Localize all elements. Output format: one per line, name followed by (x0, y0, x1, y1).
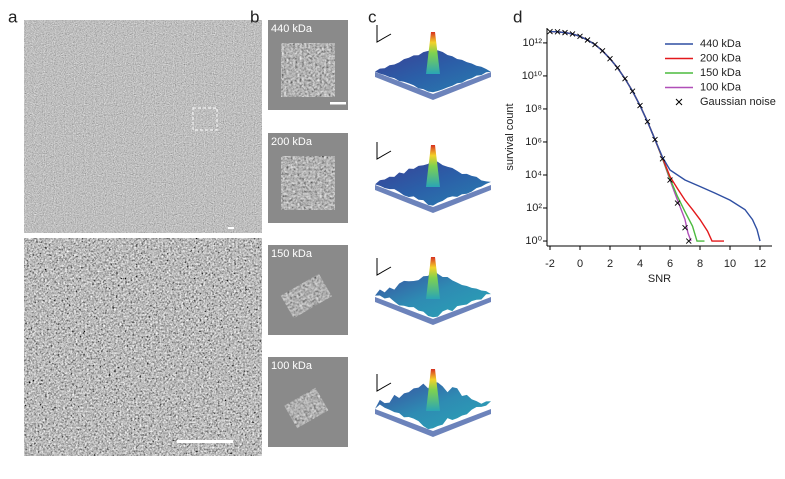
x-tick-label: 8 (697, 258, 703, 270)
x-tick-label: 10 (724, 258, 736, 270)
data-point (637, 102, 643, 109)
mass-label: 150 kDa (271, 248, 313, 260)
legend-label: Gaussian noise (700, 96, 776, 108)
legend-label: 200 kDa (700, 52, 742, 64)
scale-marker (376, 142, 392, 160)
x-tick-label: 12 (754, 258, 766, 270)
mass-label: 440 kDa (271, 23, 313, 35)
scale-bar (177, 440, 233, 443)
data-point (674, 200, 681, 206)
x-axis-label: SNR (648, 273, 671, 285)
peak (426, 145, 440, 187)
x-tick-label: 6 (667, 258, 673, 270)
y-tick-label: 10¹² (522, 37, 542, 49)
surface-front (375, 297, 491, 325)
data-point (682, 224, 688, 231)
data-point (584, 37, 591, 43)
data-line (549, 30, 692, 242)
data-point (547, 28, 553, 35)
data-point (592, 41, 598, 48)
data-point (614, 64, 621, 71)
scale-bar (228, 227, 234, 229)
mass-label: 200 kDa (271, 136, 313, 148)
particle (281, 43, 335, 97)
y-tick-label: 10⁸ (525, 103, 542, 115)
scale-bar (330, 102, 346, 105)
panel-label: b (250, 7, 259, 26)
legend-marker (675, 98, 683, 106)
surface-front (375, 185, 491, 213)
data-line (549, 30, 724, 242)
panel-d: -2 0 2 4 6 8 10 12 10⁰ 10² 10⁴ 10⁶ 10⁸ 10¹⁰ 10¹² SNR sur… (504, 28, 776, 285)
y-tick-label: 10⁶ (525, 136, 542, 148)
zoom-box (192, 107, 218, 131)
scale-marker (376, 258, 392, 276)
data-point (685, 238, 692, 244)
peak (426, 369, 440, 411)
x-tick-label: 4 (637, 258, 643, 270)
particle (286, 280, 327, 312)
data-point (577, 33, 583, 40)
x-tick-label: 2 (607, 258, 613, 270)
y-tick-label: 10⁴ (525, 169, 542, 181)
peak (426, 32, 440, 74)
data-point (562, 29, 568, 36)
data-point (629, 88, 636, 94)
mass-label: 100 kDa (271, 360, 313, 372)
legend-label: 440 kDa (700, 38, 742, 50)
panel-c (375, 25, 491, 437)
data-point (659, 156, 666, 162)
particle (281, 156, 335, 210)
y-tick-label: 10² (526, 202, 542, 214)
scale-marker (376, 374, 392, 392)
x-tick-label: 0 (577, 258, 583, 270)
data-point (607, 55, 613, 62)
y-tick-label: 10¹⁰ (522, 70, 543, 82)
legend-label: 100 kDa (700, 81, 742, 93)
surface-front (375, 409, 491, 437)
data-point (667, 177, 673, 183)
data-point (554, 28, 561, 35)
data-point (622, 75, 628, 82)
y-tick-label: 10⁰ (525, 235, 542, 247)
micrograph-zoom (24, 238, 262, 456)
particle (289, 393, 324, 423)
scale-marker (376, 25, 392, 43)
x-tick-label: -2 (545, 258, 555, 270)
surface-front (375, 72, 491, 100)
data-point (652, 136, 658, 143)
micrograph (24, 20, 262, 233)
panel-label: d (513, 7, 522, 26)
data-point (569, 31, 576, 37)
data-point (599, 48, 606, 54)
panel-b: 440 kDa 200 kDa 150 kDa 100 kDa (268, 20, 348, 447)
y-axis-label: survival count (504, 103, 516, 170)
panel-label: c (368, 7, 377, 26)
peak (426, 257, 440, 299)
legend-label: 150 kDa (700, 67, 742, 79)
panel-label: a (8, 7, 18, 26)
data-point (644, 118, 651, 125)
